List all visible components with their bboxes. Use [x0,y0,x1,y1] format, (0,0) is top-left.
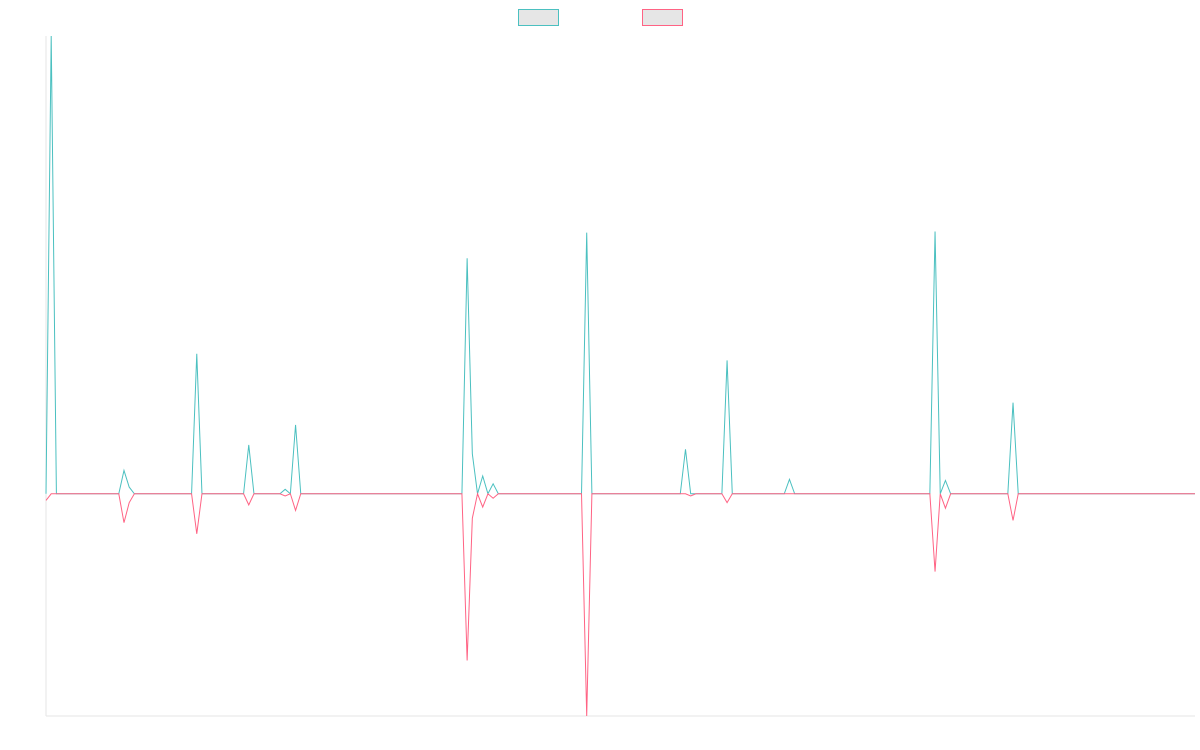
series-1-line [45,35,1195,496]
legend-item-1[interactable] [518,9,559,26]
chart-axes [45,36,1195,717]
legend-swatch-1 [518,9,559,26]
legend-item-2[interactable] [642,9,683,26]
series-layer [45,35,1195,717]
legend-swatch-2 [642,9,683,26]
series-2-line [45,492,1195,717]
legend[interactable] [518,9,683,26]
